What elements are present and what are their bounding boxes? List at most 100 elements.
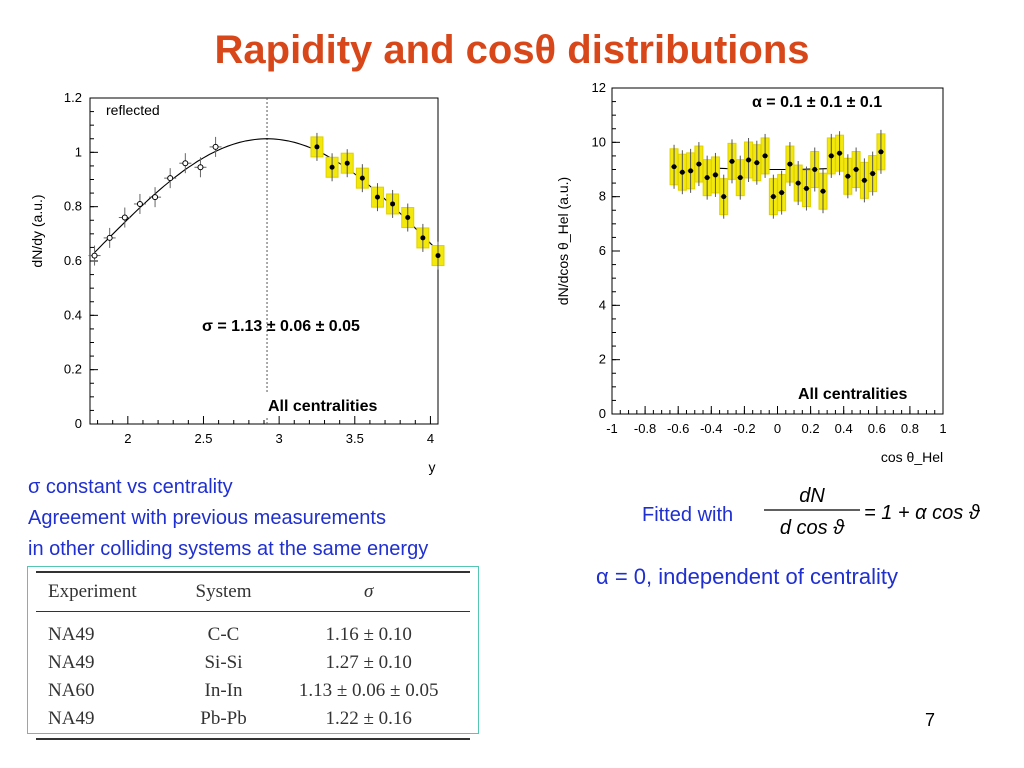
open-point bbox=[197, 164, 204, 171]
data-point bbox=[845, 173, 851, 179]
data-point bbox=[754, 160, 760, 166]
x-tick-label: -0.8 bbox=[634, 421, 656, 436]
cell-system: Pb-Pb bbox=[179, 705, 268, 740]
notes: σ constant vs centrality Agreement with … bbox=[28, 472, 428, 565]
data-point bbox=[812, 167, 818, 172]
x-tick-label: 4 bbox=[427, 431, 434, 446]
plot-frame bbox=[89, 97, 439, 425]
formula-rhs: = 1 + α cos ϑ bbox=[864, 502, 980, 524]
open-point bbox=[121, 214, 128, 221]
y-tick-label: 0.2 bbox=[64, 362, 82, 377]
y-tick-label: 0 bbox=[75, 416, 82, 431]
y-tick-label: 0.8 bbox=[64, 199, 82, 214]
formula-denominator: d cos ϑ bbox=[780, 517, 845, 539]
data-point bbox=[795, 180, 801, 186]
y-tick-label: 1 bbox=[75, 144, 82, 159]
header-sigma: σ bbox=[267, 571, 470, 612]
filled-point bbox=[420, 235, 426, 241]
x-axis-label: y bbox=[429, 459, 436, 475]
y-tick-label: 0 bbox=[599, 406, 606, 421]
data-point bbox=[853, 167, 859, 172]
centrality-label: All centralities bbox=[798, 386, 907, 403]
filled-point bbox=[359, 175, 365, 181]
plot-frame bbox=[611, 87, 944, 415]
data-point bbox=[861, 177, 867, 183]
x-tick-label: -1 bbox=[606, 421, 618, 436]
open-point bbox=[106, 234, 113, 241]
sigma-comparison-table: Experiment System σ NA49 C-C 1.16 ± 0.10… bbox=[36, 571, 470, 740]
data-point bbox=[878, 149, 884, 155]
y-tick-label: 2 bbox=[599, 352, 606, 367]
note-sigma-constant: σ constant vs centrality bbox=[28, 476, 233, 498]
x-tick-label: 3 bbox=[276, 431, 283, 446]
rapidity-chart: 2 2.5 3 3.5 4 0 0.2 0.4 0.6 0.8 1 1.2 dN/dy (a.u.) y r… bbox=[29, 90, 445, 475]
open-point bbox=[212, 143, 219, 150]
table-header-row: Experiment System σ bbox=[36, 571, 470, 612]
open-point bbox=[91, 252, 98, 259]
header-system: System bbox=[179, 571, 268, 612]
note-agreement: Agreement with previous measurements bbox=[28, 507, 386, 529]
x-tick-label: 2 bbox=[124, 431, 131, 446]
open-point bbox=[182, 160, 189, 167]
x-tick-label: -0.6 bbox=[667, 421, 689, 436]
filled-point bbox=[435, 253, 441, 259]
open-point bbox=[136, 200, 143, 207]
table-row: NA49 Si-Si 1.27 ± 0.10 bbox=[36, 649, 470, 677]
cell-sigma: 1.27 ± 0.10 bbox=[325, 652, 412, 673]
filled-point bbox=[374, 194, 380, 200]
data-point bbox=[712, 172, 718, 178]
data-point bbox=[704, 175, 710, 181]
data-point bbox=[679, 169, 685, 175]
fitted-with-label: Fitted with bbox=[642, 504, 734, 526]
filled-point bbox=[329, 164, 335, 170]
data-point bbox=[770, 194, 776, 200]
page-number: 7 bbox=[925, 710, 936, 730]
table-row: NA60 In-In 1.13 ± 0.06 ± 0.05 bbox=[36, 677, 470, 705]
cell-system: C-C bbox=[207, 624, 240, 645]
centrality-label: All centralities bbox=[268, 398, 377, 415]
data-point bbox=[870, 171, 876, 177]
x-tick-label: 1 bbox=[939, 421, 946, 436]
cell-system: In-In bbox=[204, 680, 243, 701]
y-tick-label: 4 bbox=[599, 297, 606, 312]
open-point bbox=[152, 194, 159, 201]
filled-point bbox=[405, 215, 411, 221]
y-axis-label: dN/dy (a.u.) bbox=[29, 194, 45, 267]
filled-point bbox=[314, 144, 320, 150]
data-point bbox=[787, 161, 793, 167]
note-other-systems: in other colliding systems at the same e… bbox=[28, 538, 429, 560]
alpha-annotation: α = 0.1 ± 0.1 ± 0.1 bbox=[752, 94, 882, 111]
y-tick-label: 1.2 bbox=[64, 90, 82, 105]
x-tick-label: 0.6 bbox=[868, 421, 886, 436]
y-tick-label: 0.6 bbox=[64, 253, 82, 268]
cell-experiment: NA60 bbox=[48, 680, 95, 701]
cell-sigma: 1.13 ± 0.06 ± 0.05 bbox=[298, 680, 439, 701]
data-point bbox=[803, 186, 809, 192]
cell-sigma: 1.22 ± 0.16 bbox=[267, 705, 470, 740]
formula-numerator: dN bbox=[799, 485, 825, 507]
x-tick-label: 0.2 bbox=[802, 421, 820, 436]
filled-point bbox=[344, 160, 350, 166]
alpha-result: α = 0, independent of centrality bbox=[596, 564, 898, 589]
y-tick-label: 0.4 bbox=[64, 307, 82, 322]
x-axis-label: cos θ_Hel bbox=[881, 449, 943, 465]
data-point bbox=[779, 190, 785, 196]
data-point bbox=[762, 153, 768, 159]
x-tick-label: 0 bbox=[774, 421, 781, 436]
header-experiment: Experiment bbox=[36, 571, 180, 612]
reflected-label: reflected bbox=[106, 102, 160, 118]
data-point bbox=[737, 175, 743, 181]
cell-experiment: NA49 bbox=[48, 624, 95, 645]
fit-curve bbox=[94, 138, 437, 253]
x-tick-label: 2.5 bbox=[194, 431, 212, 446]
x-tick-label: 0.4 bbox=[835, 421, 853, 436]
x-tick-label: -0.4 bbox=[700, 421, 722, 436]
y-tick-label: 10 bbox=[592, 134, 606, 149]
x-tick-label: 0.8 bbox=[901, 421, 919, 436]
sigma-annotation: σ = 1.13 ± 0.06 ± 0.05 bbox=[202, 318, 360, 335]
table-row: NA49 C-C 1.16 ± 0.10 bbox=[36, 612, 470, 650]
fit-formula: dN d cos ϑ = 1 + α cos ϑ bbox=[764, 485, 980, 539]
data-point bbox=[828, 153, 834, 159]
y-axis-label: dN/dcos θ_Hel (a.u.) bbox=[555, 177, 571, 305]
sigma-comparison-table-box: Experiment System σ NA49 C-C 1.16 ± 0.10… bbox=[27, 566, 479, 740]
